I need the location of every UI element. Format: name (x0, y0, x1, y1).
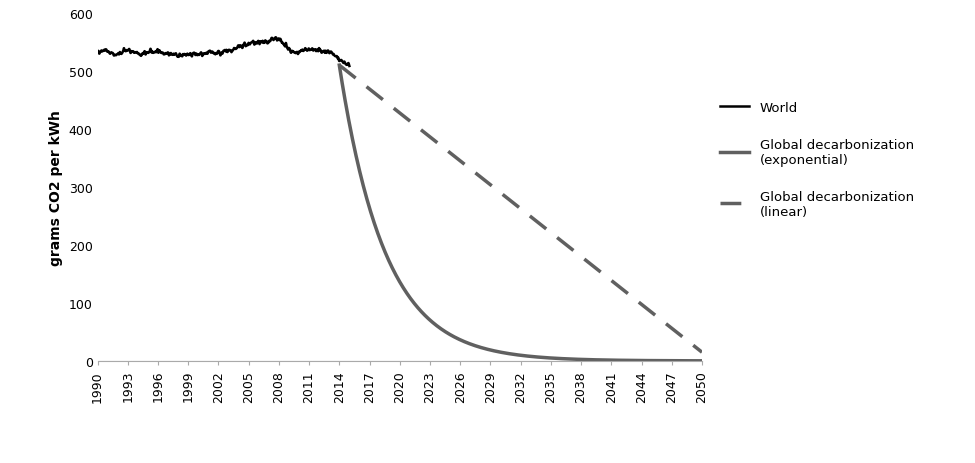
World (336, 59, 348, 65)
Global decarbonization
(linear) (506, 199, 518, 205)
Global decarbonization
(exponential) (687, 358, 699, 364)
World (92, 50, 103, 55)
Global decarbonization
(linear) (631, 298, 643, 304)
Global decarbonization
(exponential) (506, 351, 518, 357)
World (291, 51, 302, 56)
Global decarbonization
(linear) (696, 350, 708, 355)
Global decarbonization
(exponential) (631, 358, 643, 363)
Global decarbonization
(linear) (549, 234, 561, 239)
Global decarbonization
(linear) (687, 343, 699, 348)
World (214, 52, 226, 58)
World (270, 35, 282, 41)
Global decarbonization
(exponential) (696, 358, 708, 364)
Line: Global decarbonization
(linear): Global decarbonization (linear) (339, 66, 702, 352)
World (343, 64, 355, 69)
Global decarbonization
(exponential) (333, 63, 345, 69)
Global decarbonization
(exponential) (549, 356, 561, 361)
Line: Global decarbonization
(exponential): Global decarbonization (exponential) (339, 66, 702, 361)
World (104, 52, 116, 57)
Line: World: World (98, 38, 349, 67)
World (208, 51, 219, 56)
Global decarbonization
(linear) (333, 63, 345, 69)
Global decarbonization
(linear) (508, 201, 520, 206)
Global decarbonization
(exponential) (529, 354, 541, 360)
Global decarbonization
(exponential) (508, 352, 520, 357)
Legend: World, Global decarbonization
(exponential), Global decarbonization
(linear): World, Global decarbonization (exponenti… (715, 96, 918, 223)
World (336, 59, 348, 65)
Y-axis label: grams CO2 per kWh: grams CO2 per kWh (49, 110, 63, 265)
Global decarbonization
(linear) (529, 218, 541, 224)
